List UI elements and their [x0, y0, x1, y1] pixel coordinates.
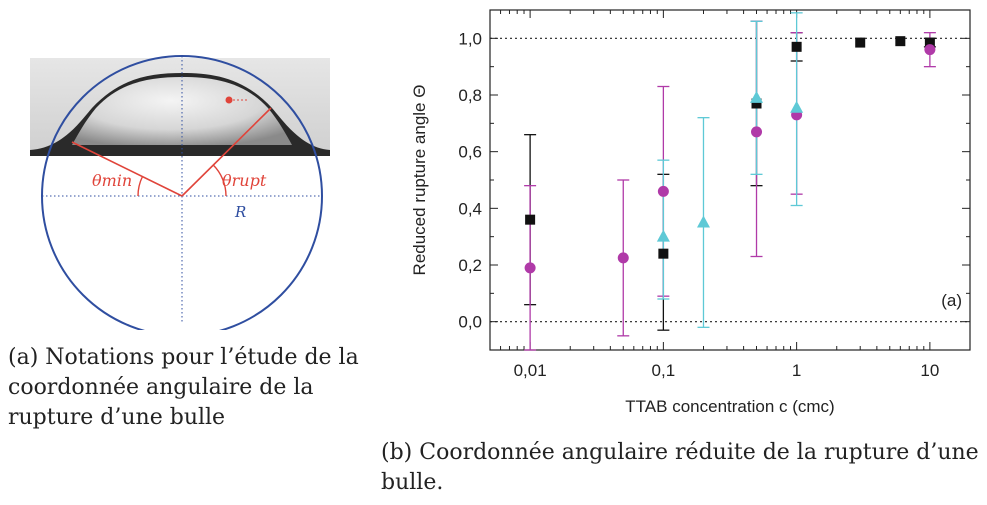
- theta-rupt-label: θrupt: [222, 171, 267, 190]
- y-tick-label: 1,0: [458, 29, 482, 48]
- x-tick-label: 0,1: [652, 361, 676, 380]
- x-tick-label: 0,01: [514, 361, 547, 380]
- data-point-square: [525, 214, 536, 225]
- bubble-photo-figure: θmin θrupt R: [30, 55, 330, 330]
- photo-lower-white: [30, 156, 330, 160]
- panel-label: (a): [941, 291, 962, 310]
- x-axis-label: TTAB concentration c (cmc): [625, 397, 834, 416]
- bubble-cap: [72, 77, 292, 145]
- x-tick-label: 10: [920, 361, 939, 380]
- theta-min-label: θmin: [92, 171, 132, 190]
- data-point-triangle: [696, 215, 710, 228]
- data-point-square: [751, 98, 762, 109]
- data-point-triangle: [750, 90, 764, 103]
- theta-min-line: [71, 141, 183, 197]
- rupture-angle-chart: 0,01 0,1 1 10 0,0 0,2 0,4 0,6 0,8 1,0 TTAB concen…: [410, 9, 971, 416]
- theta-rupt-arc: [212, 164, 227, 197]
- data-point-square: [658, 248, 669, 259]
- y-tick-label: 0,2: [458, 256, 482, 275]
- data-point-square: [791, 41, 802, 52]
- y-axis-label: Reduced rupture angle Θ: [410, 85, 429, 276]
- data-point-circle: [924, 44, 936, 56]
- figure-a-caption: (a) Notations pour l’étude de la coordon…: [8, 345, 359, 430]
- data-point-square: [895, 36, 906, 47]
- y-tick-label: 0,6: [458, 143, 482, 162]
- data-point-circle: [751, 126, 763, 138]
- plot-frame: [489, 9, 971, 351]
- radius-label: R: [234, 203, 246, 221]
- data-point-circle: [524, 262, 536, 274]
- theta-min-arc: [137, 176, 144, 197]
- figure-b-caption: (b) Coordonnée angulaire réduite de la r…: [381, 440, 979, 495]
- y-tick-label: 0,0: [458, 313, 482, 332]
- y-tick-label: 0,4: [458, 199, 482, 218]
- y-tick-label: 0,8: [458, 86, 482, 105]
- theta-rupt-line: [181, 107, 272, 197]
- rupture-point-marker: [225, 96, 233, 104]
- data-point-square: [924, 37, 935, 48]
- data-point-triangle: [656, 229, 670, 242]
- data-point-circle: [617, 252, 629, 264]
- data-point-square: [855, 37, 866, 48]
- data-point-circle: [657, 185, 669, 197]
- x-tick-label: 1: [792, 361, 801, 380]
- data-point-triangle: [790, 100, 804, 113]
